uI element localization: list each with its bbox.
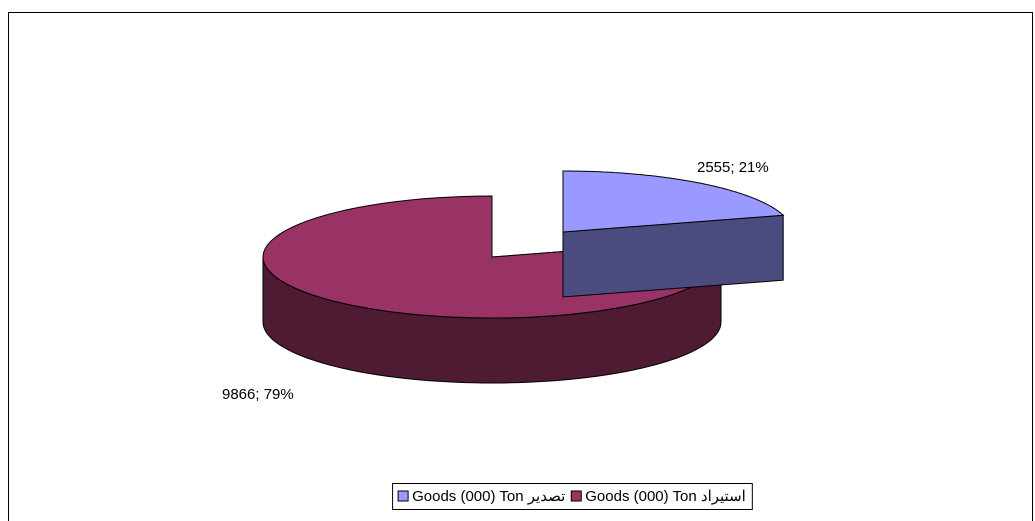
legend-label: Goods (000) Ton استيراد (585, 488, 746, 505)
legend-label: Goods (000) Ton تصدير (412, 488, 565, 505)
legend-swatch (570, 490, 582, 502)
legend: Goods (000) Ton تصدير Goods (000) Ton است… (392, 483, 753, 510)
slice-top (562, 170, 785, 233)
legend-swatch (397, 490, 409, 502)
data-label: 2555; 21% (697, 159, 769, 176)
data-label: 9866; 79% (222, 386, 294, 403)
